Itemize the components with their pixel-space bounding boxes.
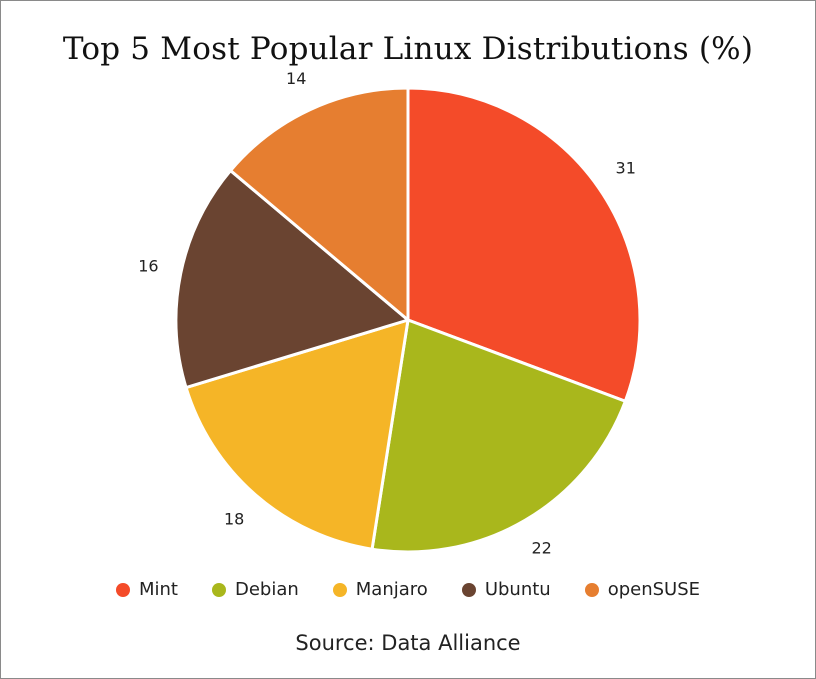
legend-label: Ubuntu — [484, 579, 551, 600]
data-label-manjaro: 18 — [224, 510, 244, 529]
legend-label: Mint — [138, 579, 178, 600]
legend-item-opensuse[interactable]: openSUSE — [584, 579, 701, 600]
legend-item-manjaro[interactable]: Manjaro — [332, 579, 428, 600]
pie-slice-ubuntu — [174, 169, 410, 390]
pie-slice-debian — [370, 318, 627, 554]
data-label-debian: 22 — [532, 538, 552, 557]
pie-slice-mint — [406, 86, 642, 403]
pie-slice-opensuse — [229, 86, 410, 322]
data-label-mint: 31 — [616, 158, 636, 177]
legend-item-mint[interactable]: Mint — [115, 579, 178, 600]
chart-legend: Mint Debian Manjaro Ubuntu openSUSE — [1, 579, 815, 600]
legend-label: Manjaro — [355, 579, 428, 600]
pie-chart: 31 22 18 16 14 — [138, 69, 642, 557]
legend-item-debian[interactable]: Debian — [211, 579, 299, 600]
legend-label: openSUSE — [607, 579, 701, 600]
pie-labels: 31 22 18 16 14 — [138, 69, 636, 557]
legend-swatch-icon — [584, 582, 599, 597]
legend-swatch-icon — [115, 582, 130, 597]
pie-slices — [174, 86, 642, 554]
legend-label: Debian — [234, 579, 299, 600]
legend-swatch-icon — [332, 582, 347, 597]
pie-slice-manjaro — [184, 318, 410, 551]
legend-swatch-icon — [461, 582, 476, 597]
chart-source: Source: Data Alliance — [295, 631, 521, 655]
legend-item-ubuntu[interactable]: Ubuntu — [461, 579, 551, 600]
legend-swatch-icon — [211, 582, 226, 597]
data-label-opensuse: 14 — [286, 69, 306, 88]
chart-title: Top 5 Most Popular Linux Distributions (… — [62, 31, 754, 67]
data-label-ubuntu: 16 — [138, 256, 158, 275]
